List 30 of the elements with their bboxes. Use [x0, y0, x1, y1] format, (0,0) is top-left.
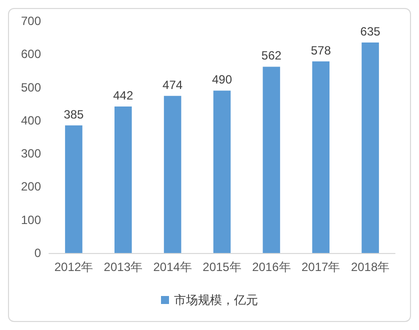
- x-tick-label: 2013年: [104, 260, 142, 274]
- x-tick-label: 2014年: [153, 260, 192, 274]
- y-tick-label: 200: [20, 180, 42, 194]
- y-tick-label: 700: [20, 14, 42, 28]
- x-tick-label: 2018年: [350, 260, 390, 274]
- bar: [65, 125, 82, 253]
- data-label: 442: [113, 88, 134, 103]
- bar: [262, 66, 280, 253]
- data-label: 562: [261, 48, 282, 63]
- x-tick-label: 2017年: [302, 260, 340, 274]
- data-label: 490: [212, 72, 232, 87]
- bar: [213, 90, 231, 253]
- y-tick-label: 500: [20, 80, 42, 94]
- y-tick-label: 400: [20, 113, 42, 128]
- y-tick-label: 600: [20, 47, 42, 62]
- bar: [164, 96, 182, 253]
- bar: [312, 61, 330, 253]
- data-label: 578: [310, 43, 332, 58]
- x-tick-label: 2012年: [54, 260, 94, 274]
- bar: [114, 106, 132, 253]
- data-label: 635: [360, 24, 381, 39]
- y-tick-label: 300: [20, 146, 42, 161]
- data-label: 385: [64, 107, 84, 122]
- legend-label: 市场规模，亿元: [174, 293, 258, 307]
- y-tick-label: 0: [34, 246, 42, 260]
- data-label: 474: [162, 78, 183, 92]
- x-tick-label: 2015年: [202, 260, 242, 274]
- x-tick-label: 2016年: [252, 260, 291, 274]
- bar: [362, 42, 379, 253]
- y-tick-label: 100: [20, 212, 42, 227]
